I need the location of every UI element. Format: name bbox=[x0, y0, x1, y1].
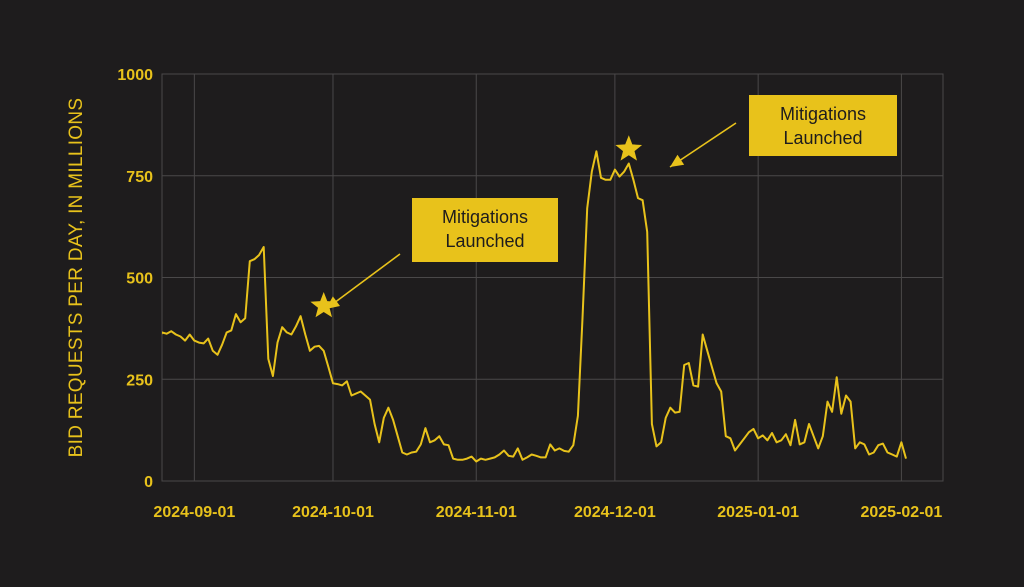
x-tick-label: 2025-01-01 bbox=[717, 504, 799, 521]
arrowhead-icon bbox=[670, 154, 685, 167]
y-tick-label: 750 bbox=[126, 169, 153, 186]
annotation-text: Mitigations bbox=[442, 207, 528, 227]
x-tick-label: 2024-11-01 bbox=[436, 504, 517, 521]
annotation-text: Launched bbox=[783, 128, 862, 148]
annotation-box bbox=[749, 95, 897, 156]
annotation-arrow bbox=[325, 253, 401, 310]
annotation-text: Launched bbox=[445, 231, 524, 251]
series-line bbox=[162, 150, 907, 463]
arrowhead-icon bbox=[326, 296, 341, 309]
annotation-arrow bbox=[669, 122, 737, 168]
annotation-text: Mitigations bbox=[780, 104, 866, 124]
x-tick-label: 2025-02-01 bbox=[860, 504, 942, 521]
y-tick-label: 500 bbox=[126, 271, 153, 288]
y-tick-label: 0 bbox=[144, 474, 153, 491]
y-tick-label: 1000 bbox=[117, 67, 153, 84]
star-icon bbox=[310, 292, 338, 318]
star-icon bbox=[615, 135, 643, 161]
y-axis-title: BID REQUESTS PER DAY, IN MILLIONS bbox=[66, 98, 87, 458]
x-tick-label: 2024-09-01 bbox=[153, 504, 235, 521]
x-tick-label: 2024-12-01 bbox=[574, 504, 656, 521]
y-tick-label: 250 bbox=[126, 372, 153, 389]
annotation-box bbox=[412, 198, 558, 262]
x-tick-label: 2024-10-01 bbox=[292, 504, 374, 521]
